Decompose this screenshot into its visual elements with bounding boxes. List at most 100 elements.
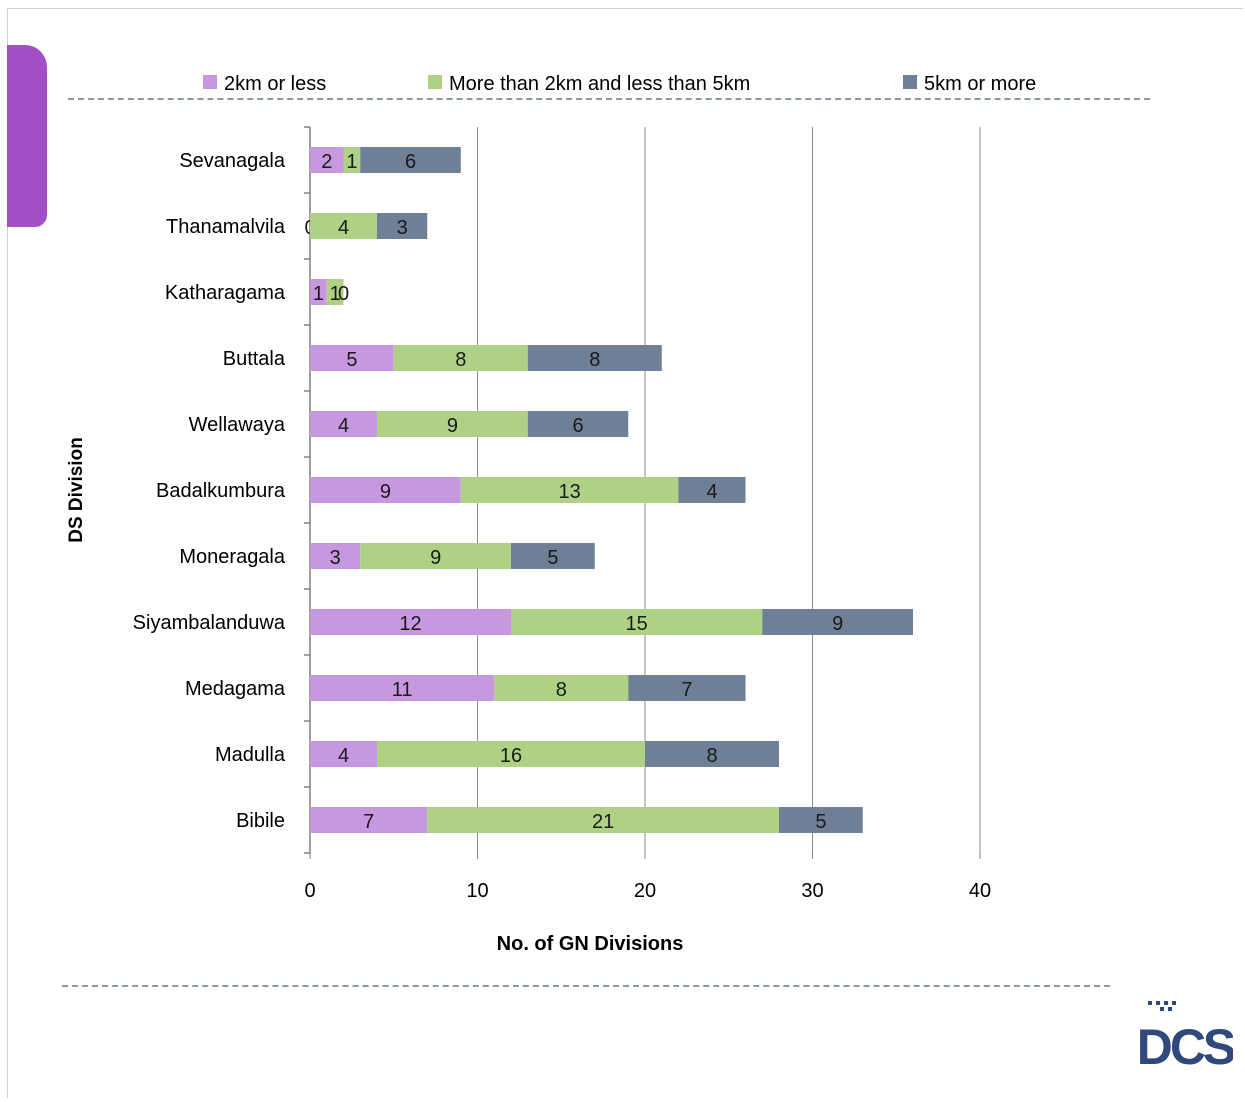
- tick-labels: 0 10 20 30 40SevanagalaThanamalvilaKatharaga…: [133, 150, 991, 902]
- data-label: 12: [399, 613, 421, 635]
- data-label: 3: [330, 547, 341, 569]
- y-tick-label: Bibile: [236, 810, 285, 832]
- data-label: 6: [405, 151, 416, 173]
- logo-dot: [1148, 1001, 1152, 1005]
- data-label: 5: [815, 811, 826, 833]
- y-tick-label: Badalkumbura: [156, 480, 286, 502]
- legend-label: 5km or more: [924, 73, 1036, 95]
- data-label: 8: [706, 745, 717, 767]
- bar-segment: [762, 609, 913, 635]
- bar-segment: [360, 543, 511, 569]
- y-tick-label: Madulla: [215, 744, 286, 766]
- data-label: 5: [547, 547, 558, 569]
- logo-dot: [1156, 1001, 1160, 1005]
- x-tick-label: 0: [304, 880, 315, 902]
- data-label: 9: [447, 415, 458, 437]
- bar-segment: [310, 213, 377, 239]
- data-label: 4: [706, 481, 717, 503]
- legend-swatch: [428, 75, 442, 89]
- bottom-dashed-divider: [62, 985, 1110, 987]
- bar-segment: [511, 543, 595, 569]
- bar-segment: [343, 147, 361, 173]
- data-label: 6: [572, 415, 583, 437]
- bar-segment: [310, 543, 361, 569]
- x-tick-label: 40: [969, 880, 991, 902]
- top-dashed-divider: [68, 98, 1150, 100]
- y-tick-label: Buttala: [223, 348, 286, 370]
- bar-segment: [628, 675, 746, 701]
- bar-segment: [427, 807, 779, 833]
- data-label: 4: [338, 415, 349, 437]
- data-label: 8: [455, 349, 466, 371]
- bar-segment: [360, 147, 461, 173]
- data-label: 7: [681, 679, 692, 701]
- data-label: 13: [559, 481, 581, 503]
- logo-dot: [1168, 1007, 1172, 1011]
- data-label: 1: [330, 283, 341, 305]
- bar-segment: [377, 213, 428, 239]
- data-label: 4: [338, 745, 349, 767]
- bar-segment: [310, 477, 461, 503]
- y-tick-label: Katharagama: [165, 282, 286, 304]
- x-tick-label: 20: [634, 880, 656, 902]
- bar-segment: [511, 609, 763, 635]
- bar-segment: [310, 609, 511, 635]
- bar-segment: [779, 807, 863, 833]
- x-tick-label: 10: [466, 880, 488, 902]
- y-tick-label: Sevanagala: [179, 150, 286, 172]
- data-label: 5: [346, 349, 357, 371]
- y-tick-label: Moneragala: [179, 546, 286, 568]
- data-label: 2: [321, 151, 332, 173]
- data-label: 1: [346, 151, 357, 173]
- y-tick-label: Siyambalanduwa: [133, 612, 286, 634]
- bar-segment: [527, 345, 662, 371]
- logo-dot: [1164, 1001, 1168, 1005]
- bar-segment: [310, 675, 495, 701]
- data-label: 8: [589, 349, 600, 371]
- bars: 216043110588496913439512159118741687215: [304, 147, 913, 833]
- bar-segment: [326, 279, 344, 305]
- y-tick-label: Wellawaya: [189, 414, 286, 436]
- logo-dots-icon: [1148, 1001, 1176, 1011]
- data-label: 9: [380, 481, 391, 503]
- bar-segment: [310, 741, 377, 767]
- bar-segment: [494, 675, 629, 701]
- bar-segment: [310, 279, 327, 305]
- dcs-logo-text: DCS: [1138, 1019, 1233, 1068]
- bar-segment: [460, 477, 679, 503]
- bar-segment: [310, 147, 344, 173]
- legend-label: More than 2km and less than 5km: [449, 73, 750, 95]
- bar-segment: [527, 411, 629, 437]
- data-label: 21: [592, 811, 614, 833]
- bar-segment: [377, 411, 528, 437]
- legend-swatch: [203, 75, 217, 89]
- bar-segment: [377, 741, 645, 767]
- legend: 2km or less More than 2km and less than 5…: [203, 73, 1036, 95]
- bar-segment: [310, 411, 377, 437]
- x-tick-label: 30: [801, 880, 823, 902]
- data-label: 9: [430, 547, 441, 569]
- purple-side-tab: [7, 45, 47, 227]
- slide-frame: [7, 8, 1243, 1098]
- bar-segment: [678, 477, 746, 503]
- data-label: 15: [626, 613, 648, 635]
- y-tick-label: Medagama: [185, 678, 286, 700]
- data-label: 16: [500, 745, 522, 767]
- legend-swatch: [903, 75, 917, 89]
- dcs-logo: DCS: [1138, 1001, 1233, 1068]
- bar-segment: [310, 807, 428, 833]
- data-label: 3: [397, 217, 408, 239]
- data-label: 11: [392, 679, 413, 701]
- data-label: 9: [832, 613, 843, 635]
- x-axis-label: No. of GN Divisions: [497, 933, 684, 955]
- logo-dot: [1172, 1001, 1176, 1005]
- y-axis-label: DS Division: [66, 437, 87, 543]
- data-label: 4: [338, 217, 349, 239]
- legend-label: 2km or less: [224, 73, 326, 95]
- data-label: 7: [363, 811, 374, 833]
- data-label: 8: [556, 679, 567, 701]
- data-label: 0: [338, 283, 349, 305]
- bar-segment: [393, 345, 528, 371]
- bar-segment: [645, 741, 779, 767]
